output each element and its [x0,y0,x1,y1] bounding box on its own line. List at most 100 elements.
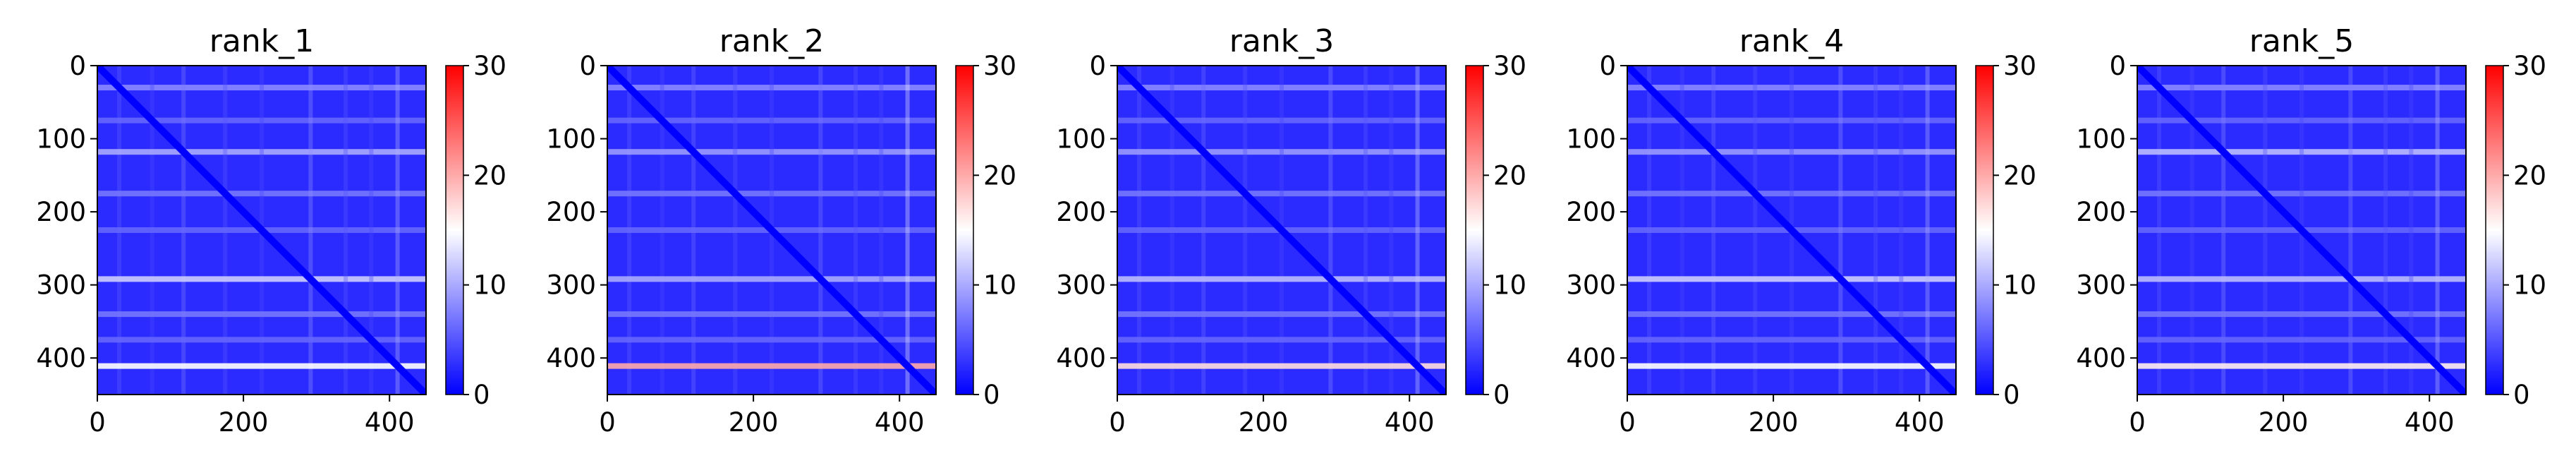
y-tick-label: 200 [546,197,596,227]
y-tick-label: 0 [579,51,596,81]
heatmap-row-band [607,117,936,124]
colorbar [445,65,464,395]
heatmap-row-band [1117,149,1446,155]
heatmap-row-band [2137,311,2466,318]
heatmap-panel-5: rank_5 0 200 400 0 100 200 300 400 0 10 20 30 [2076,23,2546,438]
y-tick-label: 400 [546,343,596,373]
colorbar-tick-label: 10 [473,270,506,301]
heatmap-col-band [905,66,910,395]
heatmap-row-band [97,363,426,369]
heatmap-row-band [97,85,426,91]
y-tick-label: 200 [36,197,86,227]
x-tick-label: 200 [1239,407,1289,438]
axes-frame [1627,65,1957,395]
heatmap-row-band [2137,117,2466,124]
y-tick-label: 300 [1056,270,1106,301]
colorbar [1975,65,1994,395]
heatmap-row-band [97,149,426,155]
heatmap-col-band [369,66,374,395]
chart-title: rank_4 [1739,23,1844,59]
colorbar [955,65,974,395]
chart-title: rank_3 [1229,23,1334,59]
heatmap-col-band [395,66,400,395]
heatmap-row-band [607,191,936,197]
heatmap-col-band [1415,66,1420,395]
colorbar-tick-label: 20 [2003,160,2036,191]
heatmap-col-band [2383,66,2388,395]
heatmap-row-band [1627,85,1956,91]
heatmap-row-band [607,149,936,155]
heatmap-panel-4: rank_4 0 200 400 0 100 200 300 400 0 10 20 30 [1566,23,2036,438]
colorbar-tick-label: 10 [1493,270,1526,301]
y-tick-label: 0 [1089,51,1106,81]
heatmap-row-band [1627,117,1956,124]
x-tick-label: 0 [89,407,106,438]
heatmap-panel-2: rank_2 0 200 400 0 100 200 300 400 0 10 20 30 [546,23,1016,438]
colorbar-tick-label: 20 [473,160,506,191]
heatmap-diagonal [1627,66,1956,395]
heatmap-row-band [97,311,426,318]
colorbar-tick-label: 20 [1493,160,1526,191]
heatmap-row-band [1627,149,1956,155]
y-tick-label: 0 [1599,51,1616,81]
heatmap-row-band [1117,337,1446,343]
heatmap-row-band [1627,311,1956,318]
heatmap-col-band [1899,66,1904,395]
x-tick-label: 400 [1895,407,1945,438]
y-tick-label: 400 [36,343,86,373]
x-tick-label: 0 [2129,407,2146,438]
x-tick-label: 0 [1109,407,1126,438]
chart-title: rank_5 [2249,23,2354,59]
axes-frame [2137,65,2467,395]
x-tick-label: 400 [2405,407,2455,438]
x-tick-label: 400 [365,407,415,438]
heatmap-diagonal [2137,66,2466,395]
colorbar-tick-label: 0 [2513,380,2530,410]
y-tick-label: 0 [2109,51,2126,81]
heatmap-row-band [607,363,936,369]
heatmap-row-band [1117,276,1446,282]
heatmap-row-band [2137,191,2466,197]
colorbar-tick-label: 20 [983,160,1016,191]
y-tick-label: 300 [546,270,596,301]
y-tick-label: 300 [1566,270,1616,301]
heatmap-diagonal [607,66,936,395]
heatmap-col-band [344,66,348,395]
heatmap-row-band [1627,276,1956,282]
colorbar-tick-label: 0 [2003,380,2020,410]
y-tick-label: 400 [2076,343,2126,373]
heatmap-row-band [97,337,426,343]
heatmap-col-band [853,66,858,395]
y-tick-label: 100 [1566,124,1616,155]
heatmap-row-band [1117,117,1446,124]
heatmap-col-band [1363,66,1368,395]
heatmap-col-band [818,66,823,395]
heatmap-row-band [1117,311,1446,318]
y-tick-label: 0 [69,51,86,81]
y-tick-label: 100 [546,124,596,155]
colorbar-tick-label: 30 [2003,51,2036,81]
y-tick-label: 100 [36,124,86,155]
heatmap-row-band [2137,337,2466,343]
chart-title: rank_1 [209,23,314,59]
heatmap-diagonal [1117,66,1446,395]
y-tick-label: 200 [1566,197,1616,227]
y-tick-label: 400 [1056,343,1106,373]
x-tick-label: 200 [2259,407,2309,438]
colorbar-tick-label: 0 [1493,380,1510,410]
chart-title: rank_2 [719,23,824,59]
axes-frame [607,65,937,395]
heatmap-panel-3: rank_3 0 200 400 0 100 200 300 400 0 10 20 30 [1056,23,1526,438]
heatmap-row-band [97,276,426,282]
heatmap-col-band [1838,66,1843,395]
colorbar-tick-label: 30 [983,51,1016,81]
heatmap-row-band [1627,337,1956,343]
heatmap-col-band [1389,66,1394,395]
y-tick-label: 100 [2076,124,2126,155]
axes-frame [1117,65,1447,395]
heatmap-col-band [879,66,884,395]
colorbar [2485,65,2504,395]
y-tick-label: 400 [1566,343,1616,373]
heatmap-row-band [2137,149,2466,155]
heatmap-row-band [607,85,936,91]
